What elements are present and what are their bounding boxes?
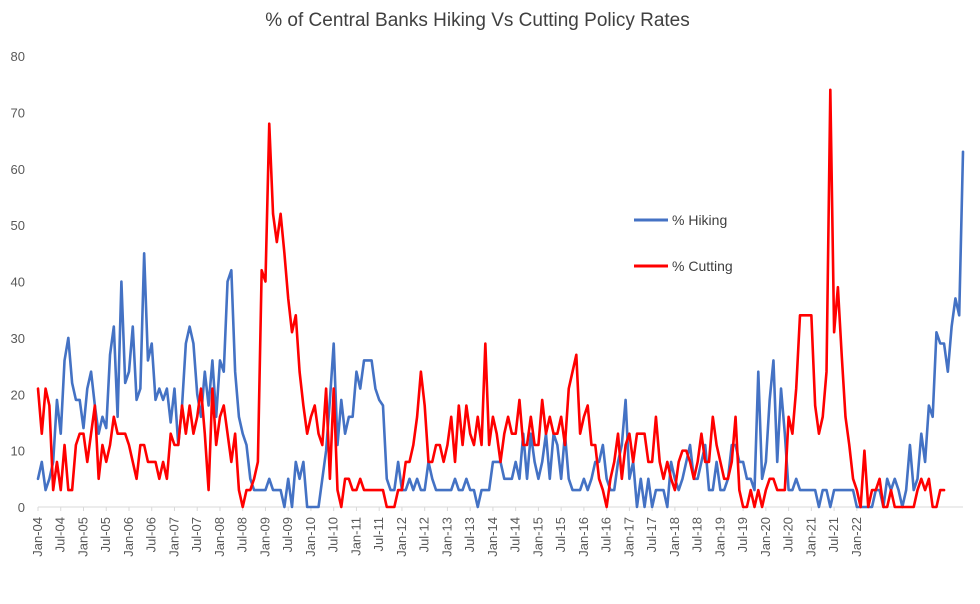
x-tick-label: Jul-19 (735, 517, 750, 552)
legend-label: % Hiking (672, 212, 727, 228)
x-axis: Jan-04 Jul-04 Jan-05 Jul-05 Jan-06 Jul-06 Jan-… (30, 506, 963, 557)
x-tick-label: Jul-17 (644, 517, 659, 552)
x-tick-label: Jul-05 (98, 517, 113, 552)
x-tick-label: Jan-04 (30, 517, 45, 557)
legend-label: % Cutting (672, 258, 733, 274)
x-tick-label: Jan-11 (348, 517, 363, 556)
y-tick-label: 80 (11, 49, 25, 64)
x-tick-label: Jan-15 (530, 517, 545, 557)
x-tick-label: Jul-09 (280, 517, 295, 552)
x-tick-label: Jul-07 (189, 517, 204, 552)
x-tick-label: Jan-07 (166, 517, 181, 557)
x-tick-label: Jan-17 (621, 517, 636, 557)
x-tick-label: Jul-20 (781, 517, 796, 552)
x-tick-label: Jul-08 (235, 517, 250, 552)
x-tick-label: Jan-06 (121, 517, 136, 557)
y-tick-label: 30 (11, 331, 25, 346)
legend: % Hiking % Cutting (634, 212, 733, 274)
series-line-cutting (36, 88, 946, 509)
x-tick-label: Jan-21 (803, 517, 818, 557)
x-tick-label: Jul-15 (553, 517, 568, 552)
x-tick-label: Jul-21 (826, 517, 841, 552)
x-tick-label: Jan-05 (75, 517, 90, 557)
x-tick-label: Jul-11 (371, 517, 386, 551)
x-tick-label: Jan-19 (712, 517, 727, 557)
x-tick-label: Jan-22 (849, 517, 864, 557)
x-tick-label: Jan-13 (439, 517, 454, 557)
x-tick-label: Jan-12 (394, 517, 409, 557)
y-tick-label: 20 (11, 387, 25, 402)
y-tick-label: 60 (11, 162, 25, 177)
x-tick-label: Jan-10 (303, 517, 318, 557)
x-tick-label: Jul-10 (326, 517, 341, 552)
x-tick-label: Jan-09 (257, 517, 272, 557)
y-tick-label: 40 (11, 275, 25, 290)
y-tick-label: 0 (18, 500, 25, 515)
x-tick-label: Jul-06 (144, 517, 159, 552)
x-tick-label: Jul-04 (53, 517, 68, 552)
x-tick-label: Jan-20 (758, 517, 773, 557)
x-tick-label: Jul-16 (599, 517, 614, 552)
x-tick-label: Jul-18 (690, 517, 705, 552)
series-lines (36, 88, 965, 509)
x-tick-label: Jul-14 (508, 517, 523, 552)
y-tick-label: 10 (11, 444, 25, 459)
chart-title: % of Central Banks Hiking Vs Cutting Pol… (265, 10, 690, 31)
x-tick-label: Jan-08 (212, 517, 227, 557)
x-tick-label: Jan-18 (667, 517, 682, 557)
y-tick-label: 50 (11, 218, 25, 233)
x-tick-label: Jan-16 (576, 517, 591, 557)
x-tick-label: Jul-12 (417, 517, 432, 552)
x-tick-label: Jul-13 (462, 517, 477, 552)
y-axis-labels: 0 10 20 30 40 50 60 70 80 (11, 49, 25, 515)
x-tick-label: Jan-14 (485, 517, 500, 557)
y-tick-label: 70 (11, 105, 25, 120)
